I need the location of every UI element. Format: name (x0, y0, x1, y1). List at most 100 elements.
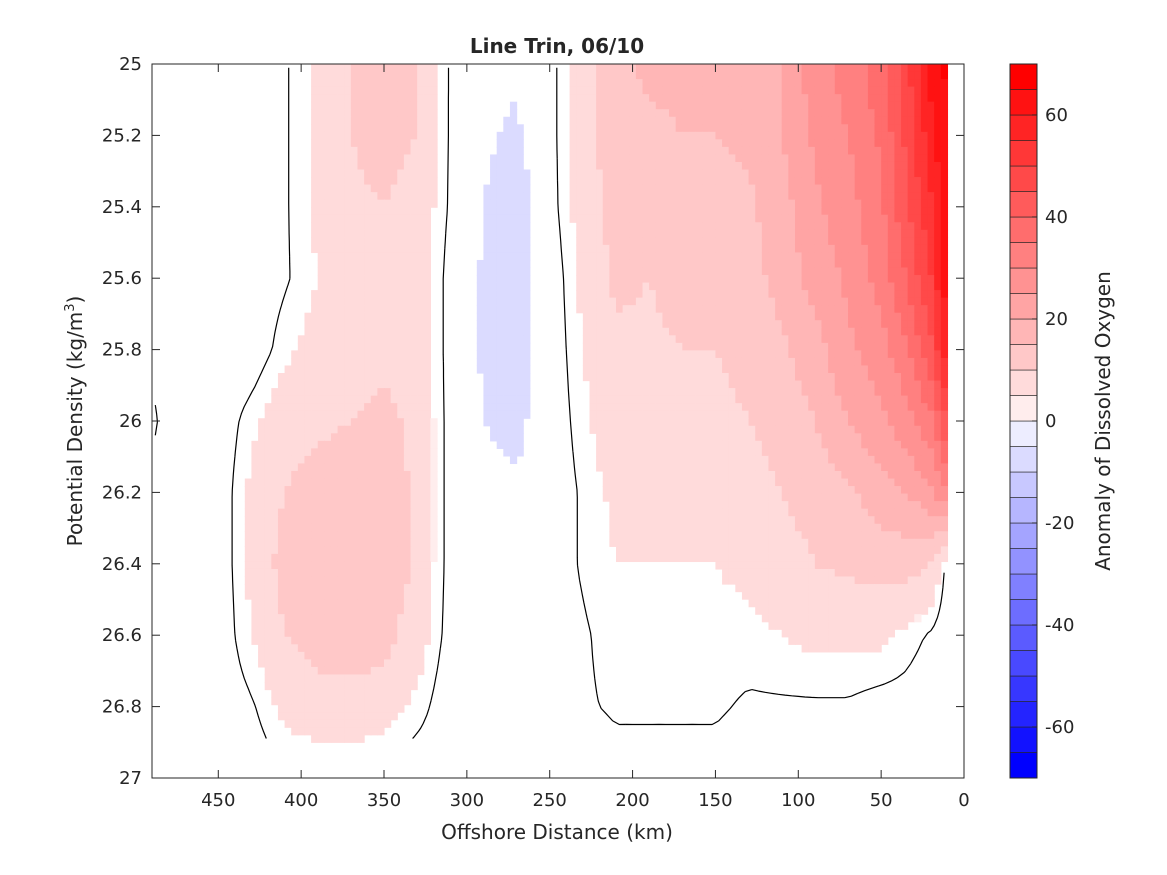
contour-cell (662, 169, 670, 178)
contour-cell (755, 192, 763, 201)
contour-cell (887, 169, 895, 178)
contour-cell (927, 395, 935, 404)
contour-cell (708, 478, 717, 487)
contour-cell (523, 177, 531, 186)
contour-cell (344, 124, 352, 133)
contour-cell (516, 161, 524, 171)
contour-cell (337, 305, 345, 314)
contour-cell (516, 305, 524, 314)
contour-cell (834, 455, 842, 465)
contour-cell (702, 365, 710, 374)
contour-cell (848, 478, 856, 487)
contour-cell (350, 116, 359, 125)
contour-cell (364, 418, 372, 427)
contour-cell (920, 342, 929, 351)
contour-cell (629, 470, 637, 480)
contour-cell (808, 79, 816, 88)
contour-cell (430, 448, 438, 457)
contour-cell (927, 237, 935, 246)
contour-cell (775, 418, 783, 427)
contour-cell (384, 478, 392, 487)
contour-cell (344, 342, 352, 351)
contour-cell (901, 86, 909, 95)
contour-cell (854, 418, 862, 427)
contour-cell (761, 131, 770, 140)
contour-cell (324, 365, 332, 374)
contour-cell (503, 146, 511, 156)
contour-cell (490, 199, 498, 208)
contour-cell (662, 207, 670, 216)
contour-cell (589, 335, 597, 344)
contour-cell (854, 184, 862, 193)
contour-cell (423, 418, 431, 427)
contour-cell (722, 64, 730, 73)
contour-cell (384, 516, 392, 525)
contour-cell (324, 79, 332, 88)
contour-cell (304, 516, 312, 525)
contour-cell (364, 86, 372, 95)
contour-cell (775, 342, 783, 351)
contour-cell (503, 116, 511, 125)
contour-cell (887, 161, 895, 171)
contour-cell (423, 124, 431, 133)
contour-cell (258, 478, 266, 487)
contour-cell (907, 64, 915, 73)
contour-cell (728, 282, 736, 291)
contour-cell (403, 395, 412, 404)
contour-cell (927, 290, 935, 299)
contour-cell (669, 161, 677, 171)
contour-cell (384, 508, 392, 517)
contour-cell (496, 335, 504, 344)
contour-cell (821, 161, 829, 171)
contour-cell (920, 131, 929, 140)
contour-cell (834, 184, 842, 193)
contour-cell (722, 192, 730, 201)
contour-cell (576, 252, 584, 261)
contour-cell (715, 373, 723, 382)
contour-cell (920, 229, 929, 238)
contour-cell (417, 169, 425, 178)
contour-cell (423, 199, 431, 208)
contour-cell (728, 470, 736, 480)
contour-cell (702, 237, 710, 246)
contour-cell (861, 124, 869, 133)
contour-cell (649, 101, 657, 110)
contour-cell (251, 448, 259, 457)
contour-cell (728, 395, 736, 404)
contour-cell (596, 350, 604, 359)
contour-cell (814, 109, 823, 118)
contour-cell (410, 320, 418, 329)
contour-cell (589, 229, 597, 238)
contour-cell (834, 131, 842, 140)
contour-cell (682, 470, 690, 480)
contour-cell (887, 320, 895, 329)
contour-cell (490, 365, 498, 374)
contour-cell (887, 71, 895, 80)
contour-cell (271, 455, 279, 465)
contour-cell (357, 410, 365, 419)
contour-cell (920, 267, 929, 276)
contour-cell (423, 305, 431, 314)
contour-cell (596, 169, 604, 178)
contour-cell (410, 388, 418, 397)
contour-cell (761, 327, 770, 336)
contour-cell (887, 94, 895, 103)
contour-cell (344, 79, 352, 88)
contour-cell (688, 259, 697, 269)
contour-cell (357, 199, 365, 208)
contour-cell (715, 365, 723, 374)
contour-cell (490, 259, 498, 269)
contour-cell (669, 297, 677, 306)
contour-cell (344, 523, 352, 532)
contour-cell (735, 101, 743, 110)
contour-cell (927, 335, 935, 344)
contour-cell (655, 229, 663, 238)
contour-cell (516, 237, 524, 246)
contour-cell (887, 365, 895, 374)
contour-cell (589, 425, 597, 434)
contour-cell (867, 305, 876, 314)
contour-cell (642, 470, 650, 480)
contour-cell (357, 470, 365, 480)
contour-cell (814, 365, 823, 374)
